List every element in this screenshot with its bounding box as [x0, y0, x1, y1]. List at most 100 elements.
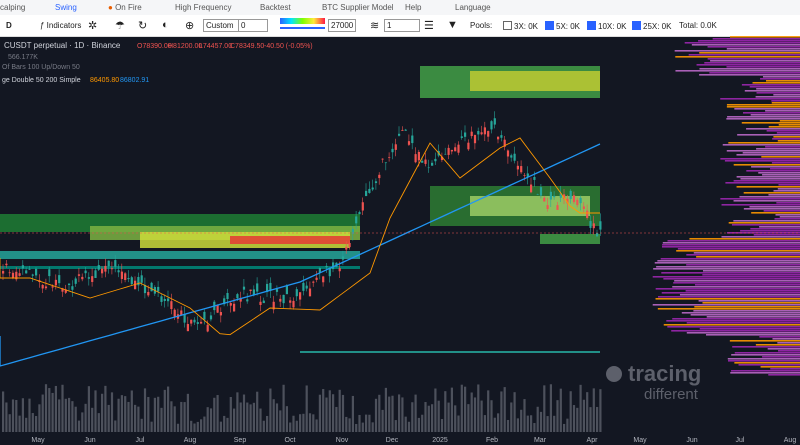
volume-bar: [87, 386, 90, 432]
pools-label: Pools:: [470, 21, 493, 30]
slider[interactable]: [280, 27, 325, 29]
volume-bar: [592, 388, 595, 432]
chart-drawing: [0, 36, 800, 432]
volume-profile: [699, 328, 800, 330]
volume-profile: [727, 116, 800, 118]
icon[interactable]: ☰: [424, 20, 434, 32]
volume-bar: [54, 385, 57, 432]
volume-profile: [762, 174, 800, 176]
volume-bar: [233, 408, 236, 432]
candle-body: [275, 289, 279, 292]
candle-body: [226, 292, 229, 300]
candle-body: [104, 265, 107, 272]
slider-input[interactable]: 27000: [328, 19, 356, 32]
volume-bar: [203, 416, 206, 432]
volume-bar: [404, 416, 407, 432]
icon[interactable]: ↻: [138, 20, 148, 32]
candle-body: [51, 286, 54, 288]
pool-toggle[interactable]: 10X: 0K: [587, 21, 626, 31]
volume-bar: [35, 416, 38, 432]
candle-body: [467, 142, 470, 150]
volume-bar: [539, 411, 543, 432]
volume-bar: [368, 414, 371, 432]
volume-profile: [777, 188, 800, 190]
volume-bar: [236, 392, 239, 432]
menu-item[interactable]: High Frequency: [175, 3, 232, 12]
volume-bar: [523, 399, 526, 432]
volume-profile: [740, 178, 800, 180]
candle-body: [219, 312, 222, 316]
candle-body: [299, 292, 302, 300]
volume-profile: [731, 354, 800, 356]
volume-bar: [503, 387, 506, 432]
volume-bar: [31, 413, 34, 432]
interval[interactable]: D: [6, 21, 12, 30]
x-axis-label: Jul: [136, 437, 145, 444]
volume-profile: [696, 64, 800, 66]
icon[interactable]: ▼: [447, 19, 458, 31]
volume-bar: [18, 415, 21, 432]
candle-body: [216, 305, 219, 313]
indicators-button[interactable]: ƒ Indicators: [40, 21, 82, 30]
volume-profile: [729, 36, 800, 38]
volume-bar: [569, 391, 572, 432]
pool-toggle[interactable]: 5X: 0K: [545, 21, 580, 31]
pool-toggle[interactable]: 3X: 0K: [503, 21, 538, 31]
volume-bar: [530, 415, 533, 432]
volume-profile: [767, 348, 800, 350]
volume-bar: [68, 397, 71, 432]
candle-body: [48, 269, 51, 277]
volume-profile: [726, 48, 800, 50]
candle-body: [190, 319, 193, 324]
volume-profile: [738, 364, 800, 366]
volume-profile: [698, 300, 800, 302]
candle-body: [15, 271, 18, 280]
volume-profile: [652, 276, 800, 278]
menu-item[interactable]: BTC Supplier Model: [322, 3, 394, 12]
candle-body: [391, 148, 394, 153]
icon[interactable]: ≋: [370, 20, 380, 32]
volume-profile: [661, 292, 800, 294]
icon[interactable]: ⊕: [185, 20, 195, 32]
candle-body: [404, 129, 407, 131]
volume-bar: [229, 397, 232, 432]
volume-bar: [308, 413, 312, 432]
menu-item[interactable]: Language: [455, 3, 491, 12]
volume-profile: [675, 56, 800, 58]
pool-toggle[interactable]: 25X: 0K: [632, 21, 671, 31]
menu-item[interactable]: Backtest: [260, 3, 291, 12]
candle-body: [348, 242, 351, 248]
preset-input[interactable]: 0: [238, 19, 268, 32]
menu-item[interactable]: calping: [0, 3, 26, 12]
layers-input[interactable]: 1: [384, 19, 420, 32]
icon[interactable]: ✲: [88, 20, 98, 32]
candle-body: [539, 187, 543, 196]
candle-body: [68, 283, 71, 286]
volume-bar: [559, 388, 562, 432]
volume-bar: [351, 395, 354, 432]
icon[interactable]: ☂: [115, 20, 125, 32]
menu-item[interactable]: Swing: [55, 3, 77, 12]
candle-body: [8, 272, 11, 274]
candle-body: [414, 154, 417, 163]
menu-item[interactable]: Help: [405, 3, 422, 12]
candle-body: [536, 194, 539, 195]
menu-item[interactable]: ● On Fire: [108, 3, 142, 12]
volume-bar: [120, 395, 123, 432]
candle-body: [107, 260, 110, 267]
volume-bar: [477, 384, 480, 432]
volume-profile: [702, 270, 800, 272]
volume-profile: [721, 204, 800, 206]
volume-bar: [44, 384, 48, 432]
volume-profile: [684, 42, 800, 44]
volume-bar: [51, 392, 54, 432]
volume-bar: [464, 386, 467, 432]
candle-body: [127, 278, 130, 280]
volume-bar: [391, 395, 394, 432]
icon[interactable]: ◐: [162, 19, 169, 31]
preset-select[interactable]: Custom: [203, 19, 241, 32]
candle-body: [44, 286, 48, 289]
volume-profile: [657, 308, 800, 310]
total: Total: 0.0K: [679, 21, 717, 30]
candle-body: [490, 121, 493, 130]
